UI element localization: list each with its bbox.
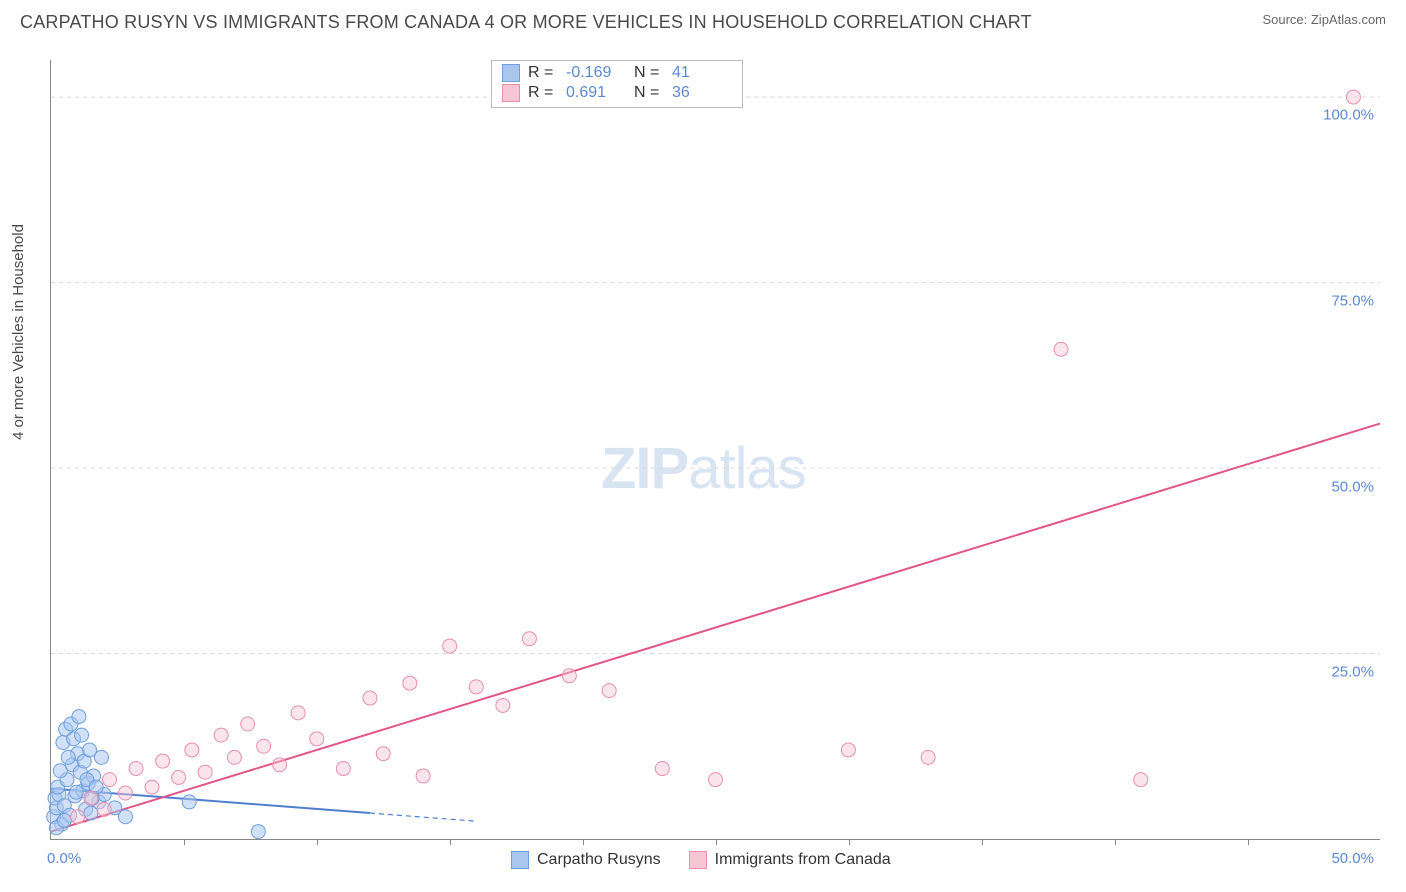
data-point-blue xyxy=(69,785,83,799)
data-point-pink xyxy=(376,747,390,761)
data-point-blue xyxy=(57,813,71,827)
data-point-pink xyxy=(84,791,98,805)
source-label: Source: ZipAtlas.com xyxy=(1262,12,1386,27)
stats-row-blue: R = -0.169 N = 41 xyxy=(502,63,732,83)
data-point-pink xyxy=(227,750,241,764)
stat-n-pink: 36 xyxy=(672,84,732,102)
plot-area: ZIPatlas R = -0.169 N = 41 R = 0.691 N =… xyxy=(50,60,1380,840)
data-point-pink xyxy=(257,739,271,753)
x-tick-mark xyxy=(583,839,584,845)
data-point-pink xyxy=(496,698,510,712)
stat-n-label: N = xyxy=(634,84,664,102)
data-point-pink xyxy=(185,743,199,757)
x-tick-mark xyxy=(1115,839,1116,845)
data-point-pink xyxy=(562,669,576,683)
legend-label-pink: Immigrants from Canada xyxy=(715,851,891,869)
data-point-blue xyxy=(72,710,86,724)
data-point-pink xyxy=(145,780,159,794)
data-point-blue xyxy=(75,728,89,742)
x-tick-mark xyxy=(184,839,185,845)
data-point-pink xyxy=(403,676,417,690)
data-point-pink xyxy=(97,802,111,816)
title-bar: CARPATHO RUSYN VS IMMIGRANTS FROM CANADA… xyxy=(0,0,1406,39)
stat-r-pink: 0.691 xyxy=(566,84,626,102)
data-point-pink xyxy=(602,684,616,698)
data-point-pink xyxy=(1054,342,1068,356)
x-tick-label: 50.0% xyxy=(1331,850,1374,867)
data-point-blue xyxy=(182,795,196,809)
y-tick-label: 100.0% xyxy=(1323,107,1374,124)
stat-r-label: R = xyxy=(528,64,558,82)
x-tick-mark xyxy=(450,839,451,845)
x-tick-mark xyxy=(317,839,318,845)
x-tick-mark xyxy=(1248,839,1249,845)
data-point-pink xyxy=(102,773,116,787)
data-point-pink xyxy=(416,769,430,783)
stat-n-label: N = xyxy=(634,64,664,82)
stat-n-blue: 41 xyxy=(672,64,732,82)
data-point-pink xyxy=(241,717,255,731)
x-tick-label: 0.0% xyxy=(47,850,81,867)
bottom-legend: Carpatho Rusyns Immigrants from Canada xyxy=(511,851,891,869)
legend-label-blue: Carpatho Rusyns xyxy=(537,851,661,869)
data-point-pink xyxy=(1346,90,1360,104)
x-tick-mark xyxy=(716,839,717,845)
data-point-blue xyxy=(61,750,75,764)
data-point-blue xyxy=(95,750,109,764)
data-point-pink xyxy=(363,691,377,705)
swatch-blue xyxy=(511,851,529,869)
data-point-pink xyxy=(469,680,483,694)
data-point-blue xyxy=(251,825,265,839)
data-point-pink xyxy=(118,786,132,800)
data-point-pink xyxy=(921,750,935,764)
y-tick-label: 75.0% xyxy=(1331,292,1374,309)
legend-item-blue: Carpatho Rusyns xyxy=(511,851,661,869)
data-point-pink xyxy=(71,810,85,824)
data-point-pink xyxy=(336,762,350,776)
data-point-pink xyxy=(156,754,170,768)
data-point-pink xyxy=(310,732,324,746)
data-point-pink xyxy=(273,758,287,772)
y-tick-label: 50.0% xyxy=(1331,478,1374,495)
stat-r-blue: -0.169 xyxy=(566,64,626,82)
data-point-pink xyxy=(172,770,186,784)
legend-item-pink: Immigrants from Canada xyxy=(689,851,891,869)
chart-title: CARPATHO RUSYN VS IMMIGRANTS FROM CANADA… xyxy=(20,12,1032,33)
swatch-pink xyxy=(502,84,520,102)
swatch-blue xyxy=(502,64,520,82)
chart-svg xyxy=(51,60,1380,839)
data-point-pink xyxy=(198,765,212,779)
stats-row-pink: R = 0.691 N = 36 xyxy=(502,83,732,103)
x-tick-mark xyxy=(849,839,850,845)
swatch-pink xyxy=(689,851,707,869)
stats-legend: R = -0.169 N = 41 R = 0.691 N = 36 xyxy=(491,60,743,108)
data-point-blue xyxy=(118,810,132,824)
data-point-pink xyxy=(129,762,143,776)
data-point-pink xyxy=(522,632,536,646)
data-point-pink xyxy=(291,706,305,720)
data-point-blue xyxy=(53,764,67,778)
y-tick-label: 25.0% xyxy=(1331,664,1374,681)
data-point-pink xyxy=(214,728,228,742)
data-point-pink xyxy=(443,639,457,653)
data-point-pink xyxy=(709,773,723,787)
data-point-pink xyxy=(655,762,669,776)
x-tick-mark xyxy=(982,839,983,845)
data-point-blue xyxy=(83,743,97,757)
y-axis-label: 4 or more Vehicles in Household xyxy=(10,224,27,440)
data-point-pink xyxy=(841,743,855,757)
stat-r-label: R = xyxy=(528,84,558,102)
data-point-pink xyxy=(1134,773,1148,787)
